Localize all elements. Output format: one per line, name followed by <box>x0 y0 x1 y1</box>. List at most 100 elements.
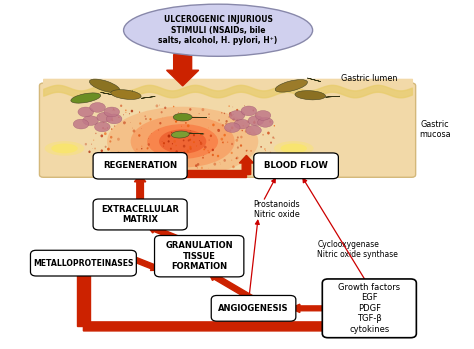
Text: BLOOD FLOW: BLOOD FLOW <box>264 161 328 170</box>
Ellipse shape <box>250 150 252 152</box>
Ellipse shape <box>109 171 110 172</box>
Ellipse shape <box>199 113 200 114</box>
Ellipse shape <box>183 140 184 141</box>
FancyArrow shape <box>209 273 255 301</box>
Text: ULCEROGENIC INJURIOUS
STIMULI (NSAIDs, bile
salts, alcohol, H. pylori, H⁺): ULCEROGENIC INJURIOUS STIMULI (NSAIDs, b… <box>158 15 278 45</box>
Ellipse shape <box>180 112 182 115</box>
FancyBboxPatch shape <box>155 236 244 277</box>
Ellipse shape <box>265 153 268 156</box>
Ellipse shape <box>141 146 142 147</box>
Ellipse shape <box>118 151 119 154</box>
Ellipse shape <box>131 162 133 165</box>
Ellipse shape <box>148 138 149 139</box>
Ellipse shape <box>208 113 210 115</box>
Ellipse shape <box>200 142 202 145</box>
Ellipse shape <box>159 168 161 170</box>
Ellipse shape <box>131 116 235 168</box>
Ellipse shape <box>248 162 249 164</box>
Ellipse shape <box>113 109 114 110</box>
Ellipse shape <box>123 121 126 124</box>
Ellipse shape <box>113 161 116 163</box>
Text: Prostanoids
Nitric oxide: Prostanoids Nitric oxide <box>254 200 300 219</box>
Ellipse shape <box>220 123 221 124</box>
Ellipse shape <box>281 143 307 153</box>
Ellipse shape <box>107 148 110 151</box>
Ellipse shape <box>123 172 125 174</box>
Ellipse shape <box>131 166 133 169</box>
Ellipse shape <box>212 154 214 156</box>
Ellipse shape <box>115 162 118 164</box>
Ellipse shape <box>221 112 222 113</box>
Ellipse shape <box>113 108 114 109</box>
Ellipse shape <box>88 150 91 153</box>
Ellipse shape <box>274 138 275 139</box>
Ellipse shape <box>159 122 162 125</box>
Ellipse shape <box>265 162 267 164</box>
Ellipse shape <box>73 119 89 129</box>
Ellipse shape <box>264 148 265 150</box>
Ellipse shape <box>187 150 189 152</box>
Ellipse shape <box>245 170 247 173</box>
Ellipse shape <box>110 153 113 156</box>
Ellipse shape <box>185 122 187 124</box>
Ellipse shape <box>181 126 182 127</box>
Ellipse shape <box>274 141 314 156</box>
Ellipse shape <box>94 148 96 149</box>
Ellipse shape <box>126 112 127 113</box>
Ellipse shape <box>157 169 160 171</box>
Ellipse shape <box>273 125 275 127</box>
Ellipse shape <box>179 164 181 166</box>
Ellipse shape <box>170 153 171 154</box>
Ellipse shape <box>209 117 210 118</box>
Ellipse shape <box>236 139 238 142</box>
Ellipse shape <box>120 105 122 107</box>
Ellipse shape <box>128 151 129 152</box>
Ellipse shape <box>114 110 115 111</box>
Ellipse shape <box>253 121 255 124</box>
Ellipse shape <box>207 173 208 174</box>
Ellipse shape <box>229 112 232 115</box>
Ellipse shape <box>119 157 121 159</box>
Ellipse shape <box>212 149 214 151</box>
Ellipse shape <box>183 151 185 154</box>
Ellipse shape <box>162 141 163 142</box>
Ellipse shape <box>139 122 141 125</box>
Ellipse shape <box>246 150 247 151</box>
Ellipse shape <box>104 128 106 130</box>
Ellipse shape <box>188 139 190 142</box>
FancyArrow shape <box>166 54 199 86</box>
Ellipse shape <box>234 119 249 129</box>
Ellipse shape <box>220 138 223 141</box>
Ellipse shape <box>171 132 173 133</box>
Ellipse shape <box>138 134 140 137</box>
Ellipse shape <box>232 165 235 168</box>
Ellipse shape <box>232 118 235 121</box>
Ellipse shape <box>131 165 132 166</box>
Ellipse shape <box>78 107 93 117</box>
Ellipse shape <box>270 142 272 144</box>
Ellipse shape <box>164 106 166 109</box>
Text: METALLOPROTEINASES: METALLOPROTEINASES <box>33 259 134 268</box>
Ellipse shape <box>92 148 93 149</box>
FancyArrow shape <box>83 319 417 334</box>
FancyBboxPatch shape <box>39 83 416 177</box>
Ellipse shape <box>141 148 143 149</box>
Text: Gastric
mucosa: Gastric mucosa <box>419 120 451 139</box>
Ellipse shape <box>163 142 165 144</box>
Ellipse shape <box>265 150 266 151</box>
Ellipse shape <box>82 116 98 126</box>
Ellipse shape <box>146 148 148 150</box>
Ellipse shape <box>121 158 123 160</box>
Ellipse shape <box>255 111 271 120</box>
Ellipse shape <box>100 149 103 152</box>
FancyArrow shape <box>129 256 161 270</box>
Ellipse shape <box>243 165 246 169</box>
Ellipse shape <box>138 170 139 171</box>
Ellipse shape <box>231 114 232 116</box>
Ellipse shape <box>102 127 104 129</box>
Ellipse shape <box>199 140 200 141</box>
Ellipse shape <box>131 110 133 112</box>
Ellipse shape <box>170 155 171 156</box>
Ellipse shape <box>145 171 146 173</box>
Ellipse shape <box>219 162 220 163</box>
